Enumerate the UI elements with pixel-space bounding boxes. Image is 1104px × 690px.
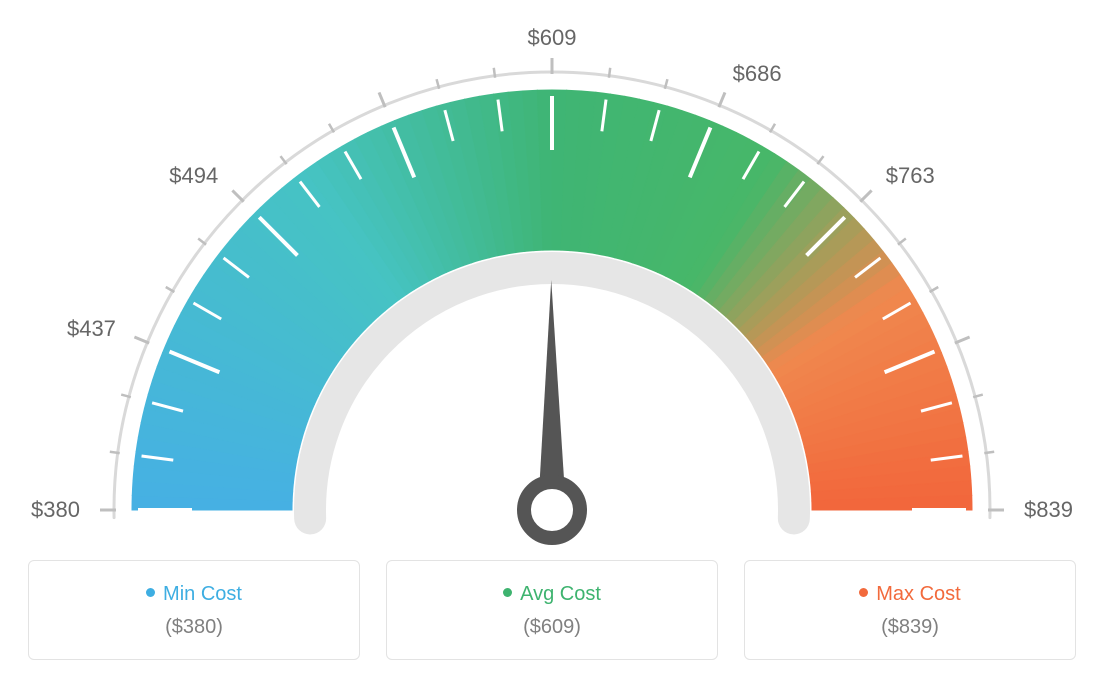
legend-label: Max Cost — [876, 583, 960, 605]
legend-title-min: Min Cost — [39, 583, 349, 606]
legend-value-max: ($839) — [755, 616, 1065, 639]
legend-value-avg: ($609) — [397, 616, 707, 639]
dot-icon — [859, 588, 868, 597]
legend: Min Cost ($380) Avg Cost ($609) Max Cost… — [28, 560, 1076, 660]
gauge-tick-label: $763 — [886, 163, 935, 189]
legend-label: Avg Cost — [520, 583, 601, 605]
gauge-tick-label: $494 — [169, 163, 218, 189]
gauge-tick-label: $380 — [31, 497, 80, 523]
legend-title-max: Max Cost — [755, 583, 1065, 606]
legend-title-avg: Avg Cost — [397, 583, 707, 606]
legend-card-min: Min Cost ($380) — [28, 560, 360, 660]
legend-label: Min Cost — [163, 583, 242, 605]
gauge-svg — [0, 0, 1104, 560]
gauge-tick-label: $686 — [733, 61, 782, 87]
gauge-tick-label: $609 — [528, 25, 577, 51]
dot-icon — [146, 588, 155, 597]
gauge-tick-label: $839 — [1024, 497, 1073, 523]
gauge-tick-label: $437 — [67, 316, 116, 342]
gauge-chart: $380 $437 $494 $609 $686 $763 $839 — [0, 0, 1104, 560]
dot-icon — [503, 588, 512, 597]
legend-value-min: ($380) — [39, 616, 349, 639]
legend-card-max: Max Cost ($839) — [744, 560, 1076, 660]
legend-card-avg: Avg Cost ($609) — [386, 560, 718, 660]
